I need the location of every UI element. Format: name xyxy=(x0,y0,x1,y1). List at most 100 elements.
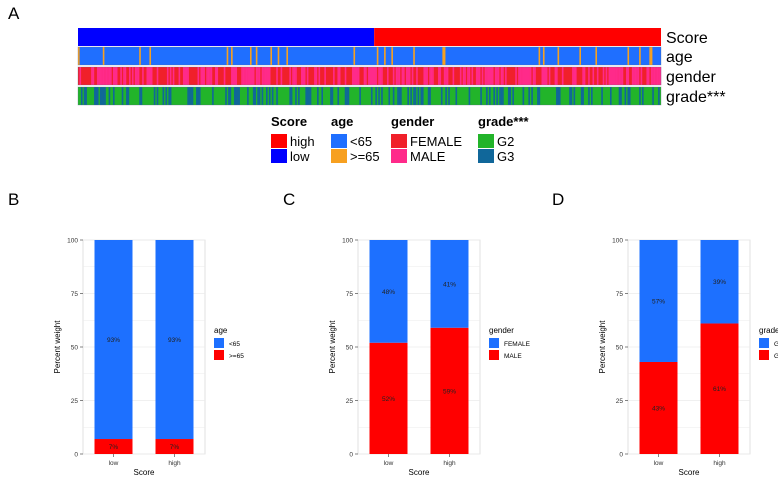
heatmap-cell-grade xyxy=(658,87,660,105)
heatmap-cell-gender xyxy=(303,67,306,85)
heatmap-cell-grade xyxy=(96,87,99,105)
heatmap-cell-gender xyxy=(659,67,662,85)
legend-swatch xyxy=(271,134,287,148)
heatmap-cell-gender xyxy=(653,67,656,85)
heatmap-cell-grade xyxy=(254,87,256,105)
heatmap-cell-gender xyxy=(486,67,488,85)
heatmap-cell-gender xyxy=(487,67,490,85)
heatmap-cell-gender xyxy=(403,67,405,85)
heatmap-cell-grade xyxy=(168,87,170,105)
heatmap-cell-gender xyxy=(519,67,522,85)
heatmap-cell-gender xyxy=(609,67,612,85)
heatmap-cell-age xyxy=(78,47,80,65)
heatmap-cell-age xyxy=(650,47,653,65)
heatmap-cell-gender xyxy=(381,67,383,85)
heatmap-cell-grade xyxy=(276,87,278,105)
heatmap-cell-gender xyxy=(459,67,462,85)
heatmap-cell-grade xyxy=(642,87,644,105)
heatmap-cell-grade xyxy=(398,87,401,105)
heatmap-cell-grade xyxy=(85,87,87,105)
legend-label: FEMALE xyxy=(504,341,531,348)
heatmap-cell-age xyxy=(595,47,598,65)
heatmap-cell-gender xyxy=(197,67,200,85)
heatmap-cell-gender xyxy=(373,67,376,85)
heatmap-cell-gender xyxy=(241,67,243,85)
legend-label: G2 xyxy=(774,341,778,348)
heatmap-cell-grade xyxy=(127,87,130,105)
bar-segment-low-top xyxy=(369,240,408,343)
heatmap-cell-gender xyxy=(502,67,504,85)
legend-swatch xyxy=(759,350,769,360)
x-axis-title: Score xyxy=(134,468,155,477)
heatmap-cell-gender xyxy=(386,67,389,85)
heatmap-cell-gender xyxy=(398,67,401,85)
heatmap-cell-gender xyxy=(150,67,153,85)
heatmap-cell-gender xyxy=(573,67,576,85)
heatmap-cell-gender xyxy=(462,67,465,85)
heatmap-cell-gender xyxy=(475,67,478,85)
legend-label: MALE xyxy=(504,353,522,360)
heatmap-cell-gender xyxy=(411,67,414,85)
heatmap-cell-grade xyxy=(308,87,310,105)
heatmap-cell-gender xyxy=(252,67,255,85)
heatmap-cell-gender xyxy=(497,67,500,85)
heatmap-cell-grade xyxy=(121,87,124,105)
heatmap-cell-gender xyxy=(314,67,316,85)
heatmap-cell-gender xyxy=(446,67,449,85)
heatmap-cell-grade xyxy=(258,87,261,105)
heatmap-cell-grade xyxy=(570,87,573,105)
heatmap-cell-gender xyxy=(438,67,440,85)
panel-label-a: A xyxy=(8,4,20,23)
heatmap-cell-grade xyxy=(235,87,238,105)
heatmap-cell-gender xyxy=(626,67,628,85)
y-tick-label: 75 xyxy=(346,291,354,298)
legend-label: G3 xyxy=(774,353,778,360)
heatmap-cell-grade xyxy=(496,87,498,105)
heatmap-cell-gender xyxy=(187,67,189,85)
heatmap-cell-gender xyxy=(215,67,217,85)
heatmap-cell-grade xyxy=(445,87,447,105)
legend-title: Score xyxy=(271,114,307,129)
heatmap-cell-gender xyxy=(247,67,249,85)
bar-chart-age: 0 25 50 75 100 7% 93% low 7% 93% high Score Percent … xyxy=(53,238,244,478)
y-tick-label: 100 xyxy=(342,238,353,245)
legend-swatch xyxy=(478,149,494,163)
heatmap-cell-gender xyxy=(548,67,551,85)
heatmap-cell-grade xyxy=(512,87,514,105)
heatmap-cell-grade xyxy=(455,87,458,105)
bar-chart-gender: 0 25 50 75 100 52% 48% low 59% 41% high Score Percen… xyxy=(328,238,531,478)
heatmap-cell-gender xyxy=(397,67,399,85)
heatmap-cell-gender xyxy=(478,67,481,85)
heatmap-cell-gender xyxy=(102,67,105,85)
heatmap-cell-gender xyxy=(368,67,370,85)
heatmap-cell-gender xyxy=(633,67,635,85)
heatmap-cell-gender xyxy=(112,67,115,85)
heatmap-cell-grade xyxy=(417,87,420,105)
heatmap-cell-gender xyxy=(525,67,528,85)
data-label: 52% xyxy=(382,396,395,403)
heatmap-cell-gender xyxy=(658,67,660,85)
heatmap-cell-grade xyxy=(609,87,612,105)
heatmap-cell-gender xyxy=(534,67,536,85)
heatmap-cell-gender xyxy=(263,67,265,85)
data-label: 39% xyxy=(713,279,726,286)
panel-label-b: B xyxy=(8,190,20,209)
heatmap-cell-gender xyxy=(650,67,653,85)
data-label: 48% xyxy=(382,289,395,296)
heatmap-cell-grade xyxy=(381,87,383,105)
heatmap-cell-grade xyxy=(238,87,240,105)
heatmap-cell-grade xyxy=(228,87,230,105)
heatmap-cell-grade xyxy=(558,87,561,105)
heatmap-cell-age xyxy=(353,47,356,65)
heatmap-cell-gender xyxy=(583,67,586,85)
heatmap-cell-gender xyxy=(98,67,101,85)
heatmap-cell-gender xyxy=(207,67,210,85)
heatmap-cell-gender xyxy=(91,67,93,85)
heatmap-cell-gender xyxy=(210,67,213,85)
heatmap-cell-gender xyxy=(261,67,264,85)
data-label: 7% xyxy=(170,444,180,451)
heatmap-cell-gender xyxy=(201,67,204,85)
legend-swatch xyxy=(214,338,224,348)
heatmap-cell-gender xyxy=(99,67,102,85)
heatmap-cell-grade xyxy=(169,87,172,105)
